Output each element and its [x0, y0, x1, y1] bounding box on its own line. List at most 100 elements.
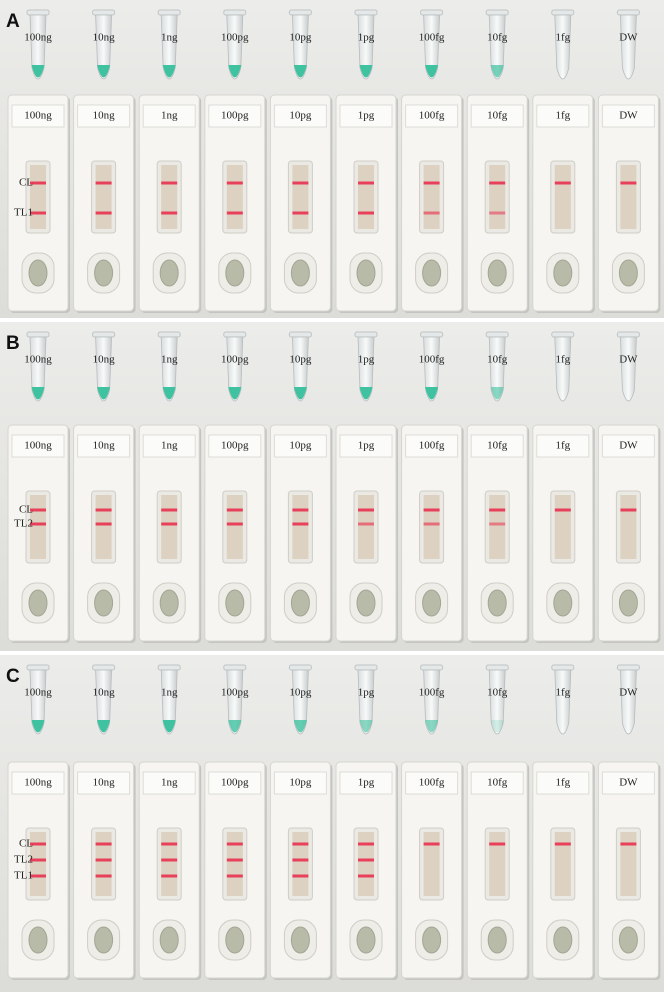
band [226, 508, 243, 512]
tube-liquid [228, 65, 242, 78]
line-label: CL [19, 838, 33, 850]
strip-label-box [601, 434, 655, 458]
strip-label: 100fg [419, 777, 445, 789]
tube [95, 669, 113, 735]
tube [554, 14, 572, 80]
tube-label: 1pg [358, 687, 375, 699]
tube-label: 100ng [24, 354, 52, 366]
band [358, 508, 374, 512]
strip-label-box [339, 104, 393, 128]
tube-cap [551, 331, 575, 338]
tube-label: 100pg [221, 32, 249, 44]
tube-cap [26, 331, 50, 338]
tube-liquid [359, 720, 373, 733]
tube-label: 10pg [289, 354, 312, 366]
tube [291, 336, 309, 402]
tube [29, 336, 47, 402]
tube [291, 14, 309, 80]
window [554, 832, 571, 896]
strip-label-box [536, 434, 590, 458]
band [620, 842, 637, 846]
tube-cap [551, 664, 575, 671]
tube-liquid [490, 720, 504, 733]
window [358, 165, 374, 229]
band [292, 874, 309, 878]
window [489, 832, 506, 896]
tube [423, 336, 441, 402]
window [292, 495, 309, 559]
tube-label: 10pg [289, 687, 312, 699]
tube-label: 10ng [93, 687, 116, 699]
window [292, 165, 309, 229]
tube [357, 669, 375, 735]
strip-label-box [273, 104, 327, 128]
tube-label: DW [619, 687, 638, 699]
tube [619, 14, 637, 80]
tube-label: 100fg [419, 687, 445, 699]
window [489, 165, 506, 229]
sample-well [290, 926, 310, 954]
strip-label: 100pg [221, 110, 249, 122]
window [292, 832, 309, 896]
band [489, 181, 506, 185]
tube-cap [420, 331, 444, 338]
tube-label: 1fg [555, 32, 570, 44]
tube [226, 336, 244, 402]
strip-label: 100ng [24, 777, 52, 789]
strip-label: 100pg [221, 440, 249, 452]
strip-label-box [273, 434, 327, 458]
tube-liquid [97, 65, 111, 78]
strip-label: 10ng [93, 440, 116, 452]
sample-well [618, 589, 638, 617]
strip-label: 100fg [419, 440, 445, 452]
sample-well [356, 926, 376, 954]
sample-well [94, 926, 114, 954]
sample-well [553, 926, 573, 954]
tube-cap [288, 664, 312, 671]
strip-label-box [208, 434, 262, 458]
tube-label: 100pg [221, 687, 249, 699]
window [620, 165, 637, 229]
band [358, 858, 374, 862]
sample-well [225, 259, 245, 287]
strip-label: 1pg [358, 110, 375, 122]
sample-well [422, 926, 442, 954]
tube-liquid [31, 720, 45, 733]
band [161, 522, 178, 526]
window [30, 165, 46, 229]
tube-label: 100fg [419, 354, 445, 366]
tube-label: 10ng [93, 354, 116, 366]
tube-liquid [97, 720, 111, 733]
band [226, 522, 243, 526]
tube-cap [485, 331, 509, 338]
sample-well [290, 259, 310, 287]
tube-label: 1ng [161, 687, 178, 699]
band [489, 842, 506, 846]
band [161, 858, 178, 862]
tube-cap [223, 664, 247, 671]
strip-label: 1fg [555, 440, 570, 452]
band [30, 858, 46, 862]
band [95, 858, 112, 862]
tube-liquid [359, 65, 373, 78]
tube [554, 669, 572, 735]
tube-cap [420, 664, 444, 671]
tube [488, 14, 506, 80]
tube [95, 336, 113, 402]
tube-liquid [162, 65, 176, 78]
line-label: CL [19, 177, 33, 189]
strip-label: 10pg [289, 110, 312, 122]
band [620, 181, 637, 185]
band [226, 211, 243, 215]
window [423, 495, 440, 559]
band [489, 522, 506, 526]
tube-label: DW [619, 32, 638, 44]
tube-label: 1fg [555, 687, 570, 699]
strip-label: 1ng [161, 777, 178, 789]
strip-label-box [142, 434, 196, 458]
band [292, 858, 309, 862]
tube [357, 14, 375, 80]
tube-cap [354, 664, 378, 671]
band [620, 508, 637, 512]
window [95, 832, 112, 896]
